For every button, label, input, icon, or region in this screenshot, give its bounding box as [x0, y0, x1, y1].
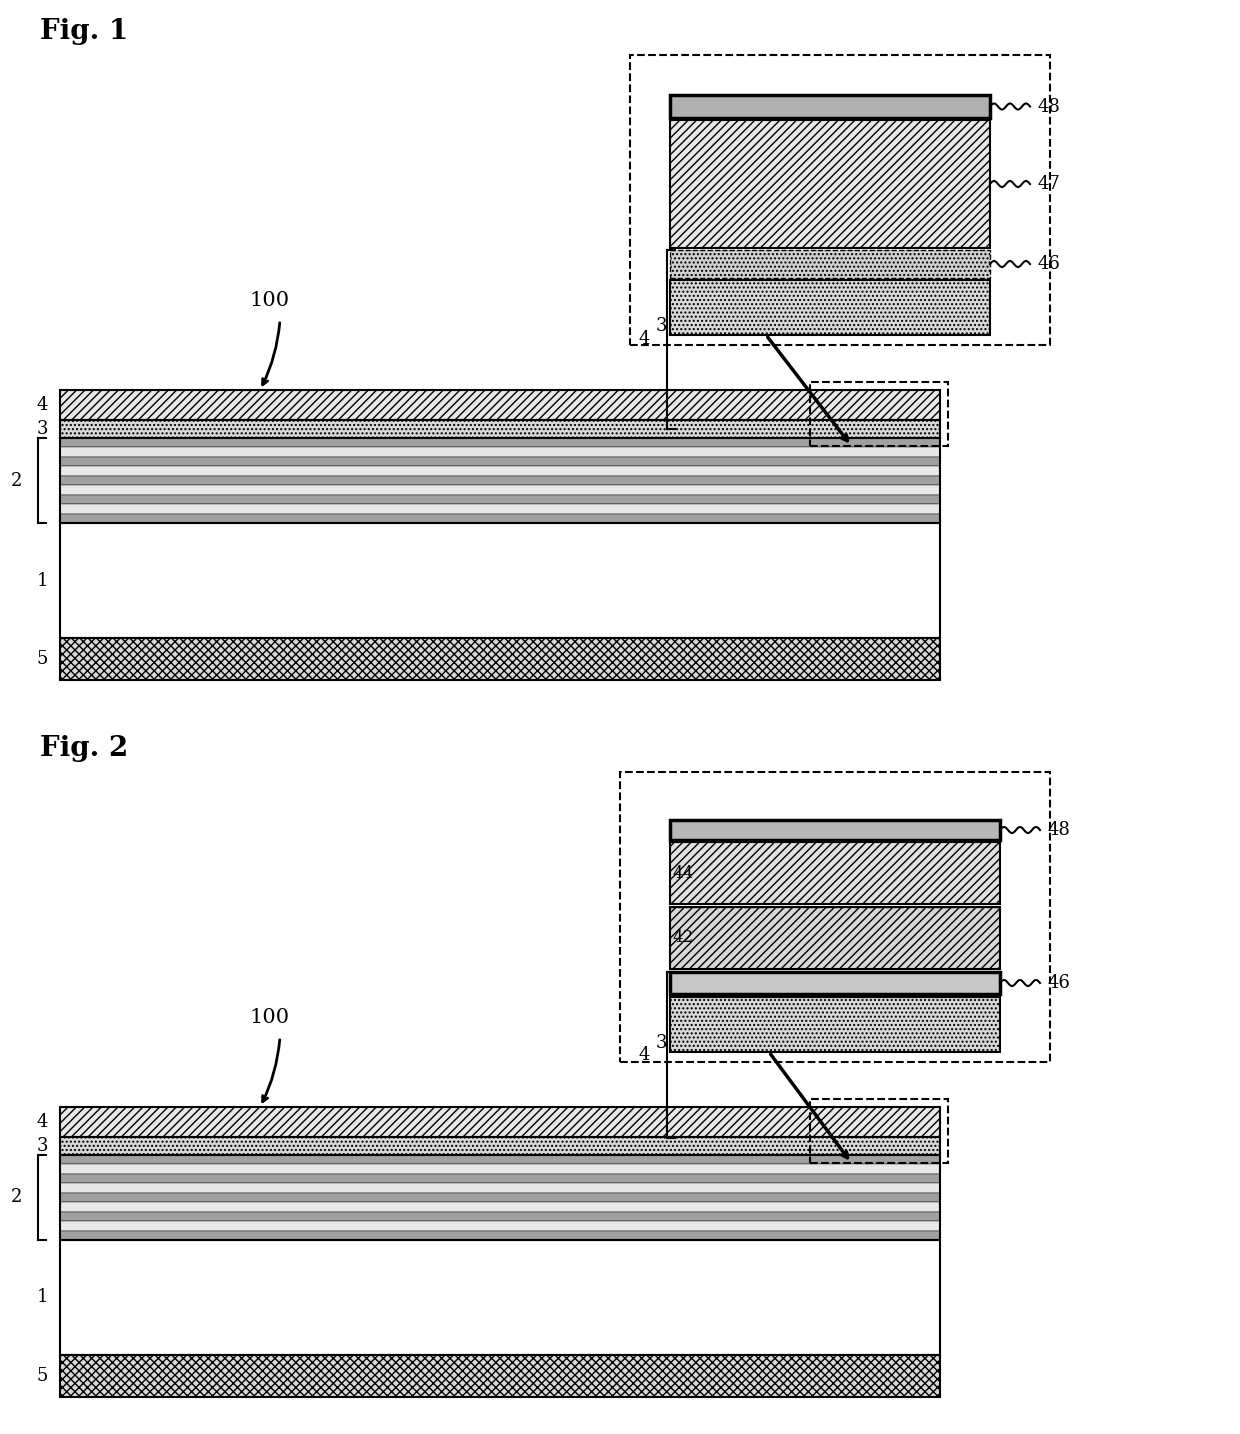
Bar	[60, 495, 940, 505]
Bar	[60, 1137, 940, 1154]
Bar	[60, 485, 940, 495]
Bar	[60, 1222, 940, 1230]
Bar	[60, 523, 940, 638]
Bar	[60, 437, 940, 447]
Bar	[60, 638, 940, 680]
Bar	[60, 1202, 940, 1212]
Text: 47: 47	[1038, 175, 1060, 194]
Bar	[670, 280, 990, 336]
Bar	[60, 1230, 940, 1240]
Bar	[630, 54, 1050, 346]
Text: 4: 4	[639, 1045, 650, 1064]
Text: 2: 2	[11, 472, 22, 489]
Bar	[670, 120, 990, 248]
Text: 3: 3	[36, 1137, 48, 1154]
Text: 5: 5	[37, 650, 48, 668]
Bar	[60, 1154, 940, 1164]
Text: 46: 46	[1048, 974, 1071, 992]
Bar	[670, 250, 990, 278]
Text: 3: 3	[656, 317, 667, 336]
Bar	[620, 771, 1050, 1063]
Bar	[60, 1107, 940, 1137]
Bar	[810, 1098, 949, 1163]
Bar	[60, 1164, 940, 1174]
Bar	[60, 466, 940, 476]
Text: 44: 44	[672, 865, 693, 882]
Bar	[60, 390, 940, 420]
Text: 42: 42	[672, 929, 693, 946]
Text: 48: 48	[1038, 98, 1061, 116]
Text: Fig. 1: Fig. 1	[40, 19, 128, 44]
Text: 4: 4	[37, 1113, 48, 1131]
Text: 100: 100	[250, 1008, 290, 1027]
Bar	[60, 420, 940, 437]
Text: Fig. 2: Fig. 2	[40, 736, 128, 761]
Text: 2: 2	[11, 1189, 22, 1206]
Bar	[670, 95, 990, 118]
Bar	[60, 1355, 940, 1397]
Text: 3: 3	[656, 1034, 667, 1053]
Bar	[670, 972, 999, 994]
Bar	[60, 1240, 940, 1355]
Text: 48: 48	[1048, 822, 1071, 839]
Bar	[60, 1174, 940, 1183]
Bar	[810, 381, 949, 446]
Bar	[60, 437, 940, 523]
Bar	[670, 997, 999, 1053]
Text: 3: 3	[36, 420, 48, 437]
Bar	[60, 505, 940, 513]
Text: 5: 5	[37, 1367, 48, 1385]
Text: 4: 4	[639, 330, 650, 348]
Bar	[670, 842, 999, 903]
Text: 1: 1	[36, 1289, 48, 1306]
Bar	[60, 513, 940, 523]
Text: 1: 1	[36, 572, 48, 589]
Bar	[60, 447, 940, 457]
Text: 100: 100	[250, 291, 290, 310]
Bar	[60, 1212, 940, 1222]
Text: 4: 4	[37, 396, 48, 414]
Bar	[60, 457, 940, 466]
Bar	[60, 1193, 940, 1202]
Text: 46: 46	[1038, 255, 1061, 272]
Bar	[60, 1154, 940, 1240]
Bar	[60, 1183, 940, 1193]
Bar	[60, 476, 940, 485]
Bar	[670, 820, 999, 840]
Bar	[670, 906, 999, 969]
